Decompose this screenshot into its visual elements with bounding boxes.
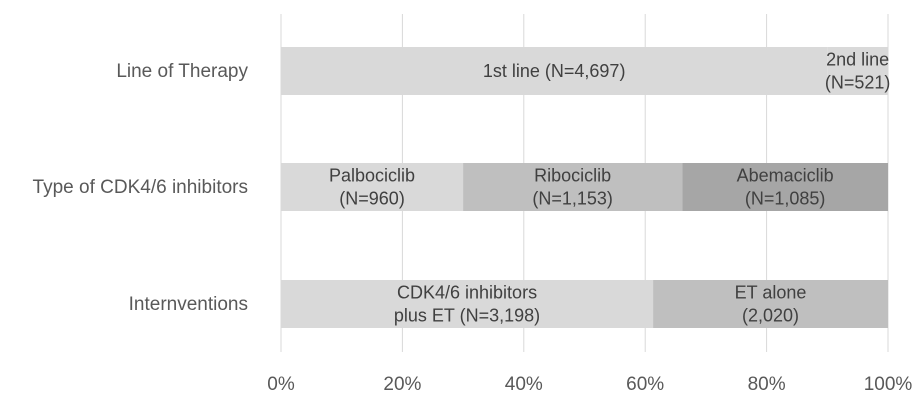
bar-segment (281, 163, 464, 211)
bar-segment-label: 2nd line (N=521) (825, 50, 891, 93)
x-tick-label: 0% (267, 374, 295, 395)
bar-group: Palbociclib (N=960) Ribociclib (N=1,153) Abe… (281, 163, 888, 211)
bar-segment-label: Abemaciclib (N=1,085) (737, 166, 834, 209)
category-labels: Line of Therapy Type of CDK4/6 inhibitors… (33, 61, 249, 315)
bar-group: 1st line (N=4,697) 2nd line (N=521) (281, 47, 890, 95)
bar-segment-label: ET alone (2,020) (735, 283, 807, 326)
bar-group: CDK4/6 inhibitors plus ET (N=3,198) ET alo… (281, 280, 888, 328)
bar-segment (463, 163, 683, 211)
bar-segment-label: CDK4/6 inhibitors plus ET (N=3,198) (394, 283, 540, 326)
bar-segment (682, 163, 888, 211)
bar-segment (281, 280, 654, 328)
category-label: Type of CDK4/6 inhibitors (33, 177, 248, 198)
x-tick-label: 40% (505, 374, 543, 395)
x-tick-label: 20% (383, 374, 421, 395)
category-label: Line of Therapy (116, 61, 248, 82)
bar-segment (653, 280, 888, 328)
bar-segment-label: 1st line (N=4,697) (483, 61, 626, 81)
bar-segment-label: Ribociclib (N=1,153) (532, 166, 613, 209)
x-axis-tick-labels: 0% 20% 40% 60% 80% 100% (267, 374, 912, 395)
category-label: Internventions (129, 294, 248, 315)
bar-segment (827, 47, 888, 95)
x-tick-label: 100% (864, 374, 913, 395)
bar-segment (281, 47, 828, 95)
bars: 1st line (N=4,697) 2nd line (N=521) Palboci… (281, 47, 890, 328)
x-tick-label: 80% (748, 374, 786, 395)
x-tick-label: 60% (626, 374, 664, 395)
bar-segment-label: Palbociclib (N=960) (329, 166, 415, 209)
